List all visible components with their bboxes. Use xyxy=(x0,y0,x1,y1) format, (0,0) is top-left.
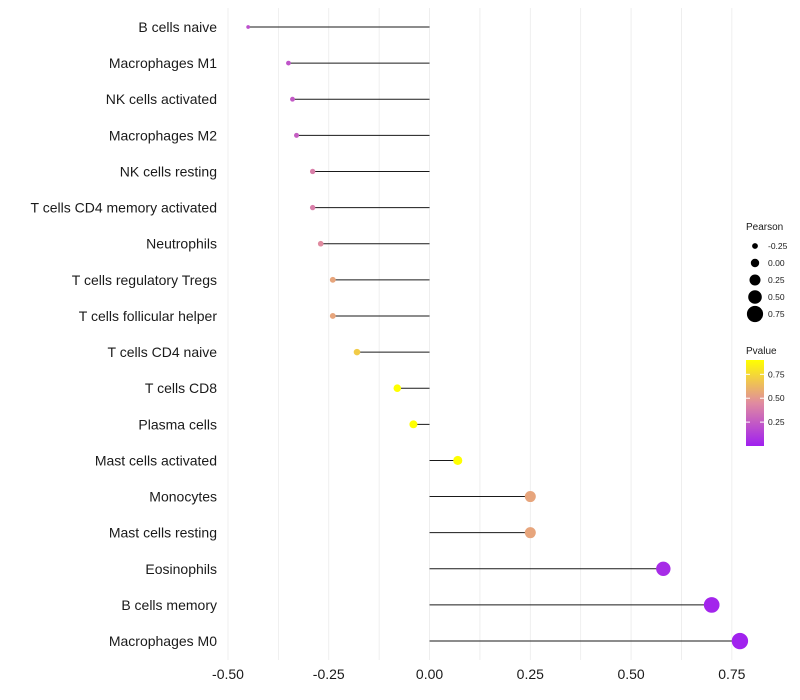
category-label: NK cells resting xyxy=(120,163,217,179)
size-legend-dot xyxy=(750,258,760,268)
color-legend-label: 0.50 xyxy=(768,393,785,403)
category-label: Eosinophils xyxy=(145,561,217,577)
size-legend-dot xyxy=(752,243,758,249)
lollipop-point xyxy=(656,561,671,577)
x-tick-label: 0.00 xyxy=(416,666,443,682)
x-tick-label: 0.75 xyxy=(718,666,745,682)
category-label: T cells regulatory Tregs xyxy=(72,272,217,288)
lollipop-point xyxy=(731,632,749,650)
color-legend-label: 0.25 xyxy=(768,417,785,427)
x-tick-label: -0.25 xyxy=(313,666,345,682)
lollipop-stems xyxy=(248,26,740,642)
pearson-size-legend: Pearson -0.25 0.00 0.25 0.50 0.75 xyxy=(746,222,788,323)
lollipop-point xyxy=(524,491,536,503)
category-label: Neutrophils xyxy=(146,236,217,252)
category-label: Macrophages M0 xyxy=(109,633,217,649)
lollipop-point xyxy=(309,168,316,175)
lollipop-point xyxy=(453,455,463,465)
lollipop-points xyxy=(246,25,749,650)
x-tick-label: 0.50 xyxy=(617,666,644,682)
pearson-legend-title: Pearson xyxy=(746,222,783,233)
pvalue-legend-title: Pvalue xyxy=(746,346,777,357)
pvalue-colorbar xyxy=(746,360,764,446)
lollipop-point xyxy=(309,204,316,211)
size-legend-label: 0.75 xyxy=(768,309,785,319)
size-legend-label: 0.00 xyxy=(768,258,785,268)
category-label: Plasma cells xyxy=(138,416,217,432)
category-label: Mast cells resting xyxy=(109,525,217,541)
size-legend-label: -0.25 xyxy=(768,241,788,251)
size-legend-label: 0.25 xyxy=(768,275,785,285)
category-label: T cells CD8 xyxy=(145,380,217,396)
category-label: T cells CD4 memory activated xyxy=(31,200,217,216)
size-legend-label: 0.50 xyxy=(768,292,785,302)
lollipop-point xyxy=(353,348,361,356)
x-axis-tick-labels: -0.50 -0.25 0.00 0.25 0.50 0.75 xyxy=(212,666,746,682)
size-legend-dot xyxy=(746,305,764,323)
lollipop-point xyxy=(703,597,720,613)
size-legend-dot xyxy=(748,290,762,304)
category-label: B cells memory xyxy=(121,597,217,613)
lollipop-point xyxy=(286,60,291,66)
grid-lines xyxy=(227,8,733,660)
lollipop-point xyxy=(317,240,324,247)
lollipop-point xyxy=(246,25,251,29)
lollipop-point xyxy=(409,420,418,429)
lollipop-point xyxy=(393,384,402,392)
category-label: T cells follicular helper xyxy=(79,308,218,324)
category-labels: B cells naive Macrophages M1 NK cells acti… xyxy=(31,19,218,649)
lollipop-point xyxy=(294,132,300,138)
category-label: NK cells activated xyxy=(106,91,217,107)
category-label: Mast cells activated xyxy=(95,452,217,468)
category-label: Macrophages M2 xyxy=(109,127,217,143)
size-legend-dot xyxy=(749,274,761,286)
lollipop-point xyxy=(524,527,536,539)
color-legend-label: 0.75 xyxy=(768,369,785,379)
category-label: B cells naive xyxy=(138,19,217,35)
lollipop-point xyxy=(290,96,295,102)
x-tick-label: -0.50 xyxy=(212,666,244,682)
lollipop-point xyxy=(329,313,336,319)
category-label: T cells CD4 naive xyxy=(108,344,218,360)
pvalue-color-legend: Pvalue 0.25 0.50 0.75 xyxy=(746,346,785,446)
lollipop-point xyxy=(329,276,336,283)
category-label: Macrophages M1 xyxy=(109,55,217,71)
category-label: Monocytes xyxy=(149,489,217,505)
x-tick-label: 0.25 xyxy=(517,666,544,682)
